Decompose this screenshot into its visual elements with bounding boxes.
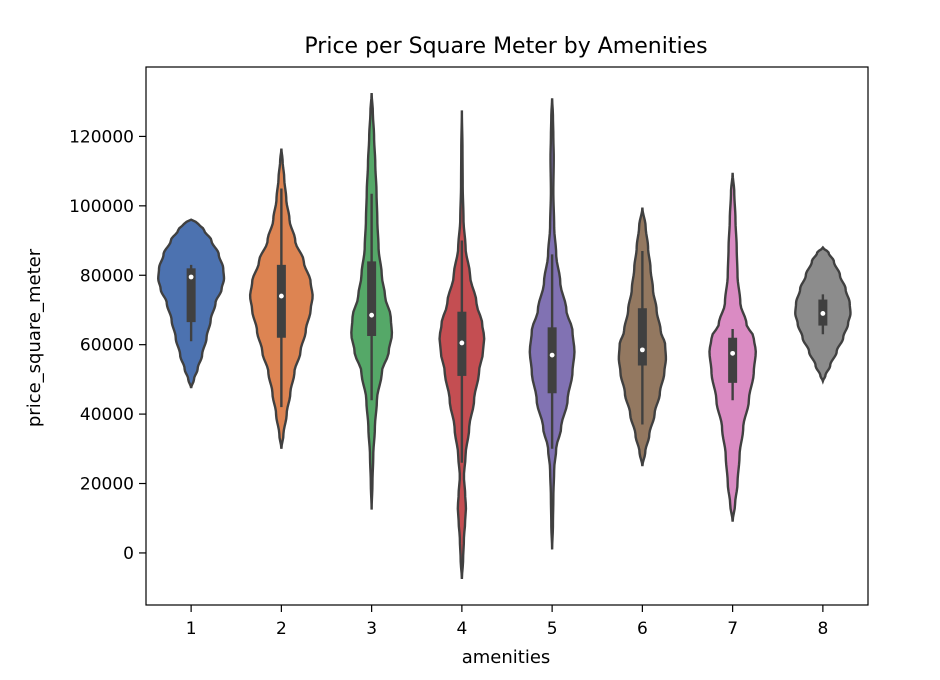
median-dot-2 — [278, 293, 284, 299]
x-tick-label: 3 — [366, 619, 377, 639]
iqr-box-6 — [637, 308, 647, 366]
y-tick-label: 100000 — [69, 197, 134, 217]
iqr-box-7 — [728, 337, 738, 383]
y-tick-label: 0 — [123, 544, 134, 564]
y-axis-label: price_square_meter — [24, 248, 45, 427]
y-tick-label: 80000 — [80, 266, 134, 286]
x-tick-label: 1 — [186, 619, 197, 639]
iqr-box-1 — [186, 268, 196, 323]
median-dot-3 — [369, 312, 375, 318]
median-dot-7 — [730, 350, 736, 356]
x-tick-label: 8 — [817, 619, 828, 639]
chart-title: Price per Square Meter by Amenities — [304, 34, 707, 59]
median-dot-8 — [820, 311, 826, 316]
median-dot-4 — [459, 340, 465, 346]
median-dot-5 — [549, 352, 555, 358]
x-tick-label: 5 — [547, 619, 558, 639]
x-axis-label: amenities — [462, 647, 551, 668]
x-tick-label: 7 — [727, 619, 738, 639]
violin-series-group — [157, 92, 852, 580]
x-tick-label: 6 — [637, 619, 648, 639]
y-tick-label: 120000 — [69, 127, 134, 147]
plot-frame — [145, 66, 869, 606]
x-tick-label: 2 — [276, 619, 287, 639]
y-tick-label: 20000 — [80, 475, 134, 495]
median-dot-6 — [639, 347, 645, 353]
iqr-box-3 — [367, 261, 377, 336]
median-dot-1 — [188, 274, 194, 280]
y-tick-label: 40000 — [80, 405, 134, 425]
y-axis: 0 20000 40000 60000 80000 100000 120000 — [69, 127, 146, 564]
y-tick-label: 60000 — [80, 336, 134, 356]
iqr-box-2 — [276, 264, 286, 338]
x-axis: 1 2 3 4 5 6 7 8 — [186, 605, 828, 639]
x-tick-label: 4 — [456, 619, 467, 639]
iqr-box-5 — [547, 327, 557, 394]
